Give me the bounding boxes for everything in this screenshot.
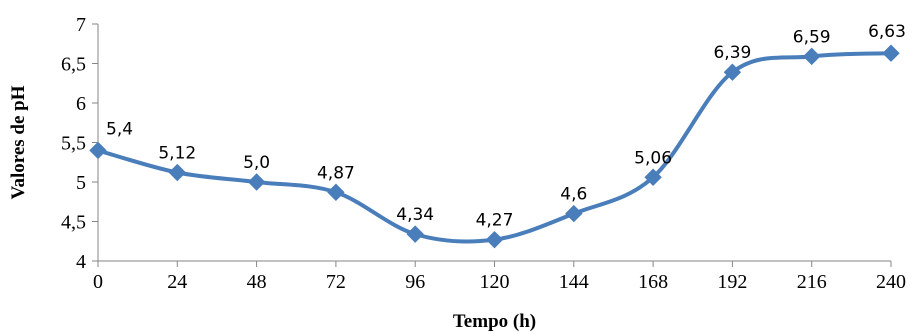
data-label: 5,0: [243, 153, 270, 173]
y-tick-label: 4: [76, 251, 86, 273]
x-tick-label: 72: [326, 271, 346, 293]
data-point-marker: [882, 44, 900, 62]
data-point-marker: [406, 225, 424, 243]
data-point-marker: [565, 204, 583, 223]
data-point-marker: [168, 163, 187, 182]
series-markers: [89, 44, 900, 249]
data-point-marker: [723, 63, 742, 81]
data-label: 5,12: [158, 144, 196, 164]
data-point-marker: [327, 183, 345, 201]
data-label: 4,87: [317, 163, 355, 183]
data-labels: 5,4 5,12 5,0 4,87 4,34 4,27 4,6 5,06 6,39 6,59 6,6…: [106, 22, 906, 230]
x-tick-label: 24: [167, 271, 187, 293]
data-point-marker: [802, 47, 821, 66]
data-point-marker: [247, 173, 266, 191]
data-label: 5,06: [634, 148, 672, 168]
data-point-marker: [485, 230, 504, 249]
data-label: 5,4: [106, 119, 133, 139]
data-label: 4,34: [396, 205, 434, 225]
y-axis-ticks: 4 4,5 5 5,5 6 6,5 7: [61, 14, 98, 273]
y-tick-label: 5: [76, 172, 86, 194]
y-tick-label: 6,5: [61, 54, 86, 76]
data-label: 6,39: [713, 43, 751, 63]
data-label: 6,59: [793, 27, 831, 47]
y-tick-label: 7: [76, 14, 86, 36]
data-label: 4,27: [476, 211, 514, 231]
x-tick-label: 96: [405, 271, 425, 293]
x-tick-label: 216: [797, 271, 827, 293]
x-tick-label: 240: [876, 271, 906, 293]
y-tick-label: 5,5: [61, 133, 86, 155]
y-tick-label: 6: [76, 93, 86, 115]
x-axis-ticks: 0 24 48 72 96 120 144 168 192 216 240: [93, 261, 906, 293]
x-tick-label: 48: [247, 271, 267, 293]
x-tick-label: 144: [559, 271, 589, 293]
x-tick-label: 168: [638, 271, 668, 293]
y-tick-label: 4,5: [61, 212, 86, 234]
series-line: [96, 51, 893, 244]
data-point-marker: [89, 141, 107, 160]
x-axis-title: Tempo (h): [453, 311, 536, 332]
x-tick-label: 120: [480, 271, 510, 293]
data-point-marker: [644, 168, 662, 186]
x-tick-label: 192: [717, 271, 747, 293]
x-tick-label: 0: [93, 271, 103, 293]
y-axis-title: Valores de pH: [8, 85, 29, 199]
data-label: 6,63: [868, 22, 906, 42]
data-label: 4,6: [560, 185, 587, 205]
